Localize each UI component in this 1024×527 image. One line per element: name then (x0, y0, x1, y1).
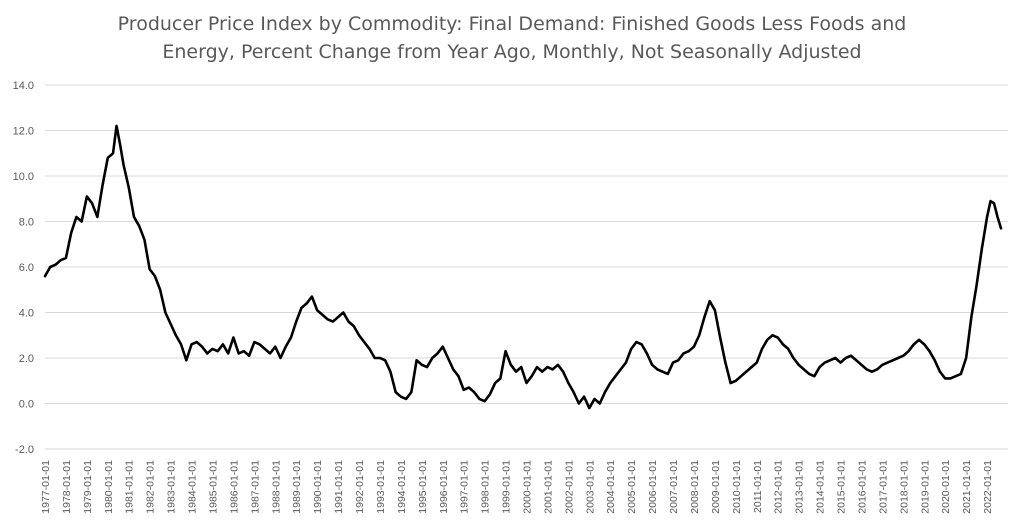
x-tick-label: 1983-01-01 (166, 460, 178, 514)
x-tick-label: 2007-01-01 (668, 460, 680, 514)
chart-title-line-2: Energy, Percent Change from Year Ago, Mo… (162, 41, 862, 63)
y-tick-label: 2.0 (19, 353, 34, 365)
x-tick-label: 1995-01-01 (417, 460, 429, 514)
series-group (43, 124, 1003, 410)
x-tick-label: 1982-01-01 (145, 460, 157, 514)
y-tick-label: 4.0 (19, 308, 34, 320)
x-tick-label: 1980-01-01 (103, 460, 115, 514)
x-tick-label: 2003-01-01 (584, 460, 596, 514)
y-tick-label: 12.0 (13, 126, 34, 138)
y-tick-label: -2.0 (15, 444, 34, 456)
y-axis-ticks: 14.0 12.0 10.0 8.0 6.0 4.0 2.0 0.0 -2.0 (13, 80, 34, 456)
x-tick-label: 1984-01-01 (187, 460, 199, 514)
x-tick-label: 2012-01-01 (773, 460, 785, 514)
x-tick-label: 2017-01-01 (877, 460, 889, 514)
x-tick-label: 1985-01-01 (207, 460, 219, 514)
x-tick-label: 2016-01-01 (856, 460, 868, 514)
x-tick-label: 2011-01-01 (752, 460, 764, 513)
y-tick-label: 0.0 (19, 399, 34, 411)
x-tick-label: 2008-01-01 (689, 460, 701, 514)
x-tick-label: 2005-01-01 (626, 460, 638, 514)
x-tick-label: 2004-01-01 (605, 460, 617, 514)
x-tick-label: 2001-01-01 (542, 460, 554, 514)
x-tick-label: 2000-01-01 (522, 460, 534, 514)
x-tick-label: 1993-01-01 (375, 460, 387, 514)
x-tick-label: 2022-01-01 (982, 460, 994, 514)
x-tick-label: 2020-01-01 (940, 460, 952, 514)
x-tick-label: 2002-01-01 (563, 460, 575, 514)
y-tick-label: 10.0 (13, 171, 34, 183)
y-tick-label: 6.0 (19, 262, 34, 274)
x-tick-label: 2009-01-01 (710, 460, 722, 514)
x-tick-label: 2021-01-01 (961, 460, 973, 514)
x-tick-label: 2006-01-01 (647, 460, 659, 514)
x-tick-label: 2010-01-01 (731, 460, 743, 514)
x-tick-label: 2018-01-01 (898, 460, 910, 514)
x-tick-label: 1996-01-01 (438, 460, 450, 514)
y-tick-label: 8.0 (19, 217, 34, 229)
x-tick-label: 1999-01-01 (501, 460, 513, 514)
x-axis-ticks: 1977-01-01 1978-01-01 1979-01-01 1980-01-01… (40, 460, 994, 514)
x-tick-label: 2015-01-01 (836, 460, 848, 514)
x-tick-label: 1990-01-01 (312, 460, 324, 514)
x-tick-label: 1979-01-01 (82, 460, 94, 514)
x-tick-label: 1991-01-01 (333, 460, 345, 514)
x-tick-label: 1994-01-01 (396, 460, 408, 514)
chart-title-line-1: Producer Price Index by Commodity: Final… (117, 13, 907, 35)
x-tick-label: 2019-01-01 (919, 460, 931, 514)
x-tick-label: 1988-01-01 (270, 460, 282, 514)
chart-title: Producer Price Index by Commodity: Final… (0, 10, 1024, 66)
x-tick-label: 1989-01-01 (291, 460, 303, 514)
x-tick-label: 1978-01-01 (61, 460, 73, 514)
series-line (43, 124, 1003, 410)
x-tick-label: 2013-01-01 (794, 460, 806, 514)
x-tick-label: 1986-01-01 (228, 460, 240, 514)
x-tick-label: 1992-01-01 (354, 460, 366, 514)
gridlines (45, 84, 1008, 450)
x-tick-label: 2014-01-01 (815, 460, 827, 514)
y-tick-label: 14.0 (13, 80, 34, 92)
x-tick-label: 1997-01-01 (459, 460, 471, 514)
x-tick-label: 1977-01-01 (40, 460, 52, 514)
x-tick-label: 1987-01-01 (249, 460, 261, 514)
x-tick-label: 1981-01-01 (124, 460, 136, 514)
x-tick-label: 1998-01-01 (480, 460, 492, 514)
